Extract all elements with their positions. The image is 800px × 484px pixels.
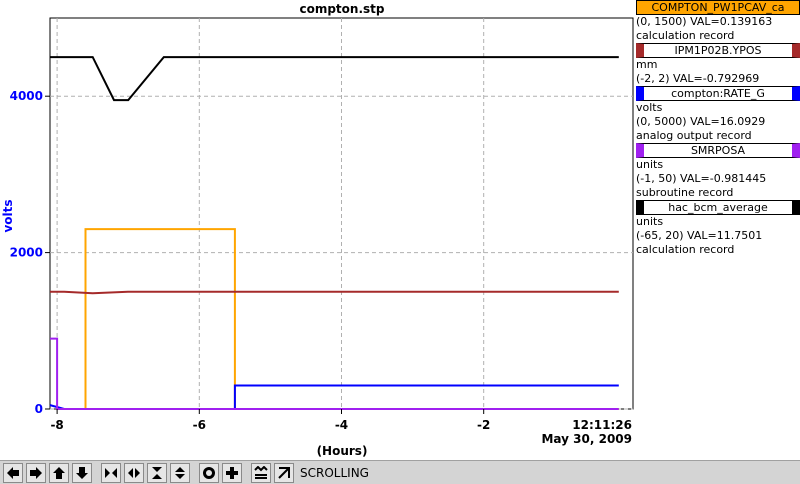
config-icon xyxy=(254,465,268,479)
axes: -8 -6 -4 -2 0 2000 4000 xyxy=(10,89,491,432)
legend-units: mm xyxy=(636,58,658,71)
arrow-right-icon xyxy=(30,466,42,479)
resize-icon xyxy=(278,466,290,479)
legend-record-type: calculation record xyxy=(636,29,735,42)
legend-range: (-2, 2) VAL=-0.792969 xyxy=(636,72,760,85)
scroll-left-button[interactable] xyxy=(3,462,23,483)
end-date: May 30, 2009 xyxy=(541,432,632,446)
resize-button[interactable] xyxy=(274,462,294,483)
scroll-up-button[interactable] xyxy=(49,462,69,483)
y-tick-label: 4000 xyxy=(10,89,43,103)
chart-title: compton.stp xyxy=(299,2,384,16)
legend-series-name[interactable]: COMPTON_PW1PCAV_ca xyxy=(636,0,800,15)
end-time: 12:11:26 xyxy=(572,418,632,432)
zoom-out-x-button[interactable] xyxy=(124,462,144,483)
legend-range: (0, 1500) VAL=0.139163 xyxy=(636,15,773,28)
series-line-ipm1p02b-ypos xyxy=(50,290,619,295)
arrow-down-icon xyxy=(76,466,88,479)
legend-range: (-65, 20) VAL=11.7501 xyxy=(636,229,763,242)
legend-range: (0, 5000) VAL=16.0929 xyxy=(636,115,766,128)
zoom-in-x-icon xyxy=(105,467,117,478)
toolbar: SCROLLING xyxy=(0,460,800,484)
legend-units: units xyxy=(636,158,664,171)
y-tick-label: 0 xyxy=(35,402,43,416)
scroll-right-button[interactable] xyxy=(26,462,46,483)
record-button[interactable] xyxy=(199,462,219,483)
plus-icon xyxy=(226,466,238,479)
zoom-out-y-button[interactable] xyxy=(170,462,190,483)
x-tick-label: -6 xyxy=(193,418,206,432)
legend-record-type: calculation record xyxy=(636,243,735,256)
legend-units: volts xyxy=(636,101,663,114)
legend-entry: hac_bcm_average units (-65, 20) VAL=11.7… xyxy=(636,200,800,257)
arrow-up-icon xyxy=(53,466,65,479)
legend-series-name[interactable]: compton:RATE_G xyxy=(636,86,800,101)
x-axis-label: (Hours) xyxy=(317,444,368,458)
series-layer xyxy=(49,56,619,410)
zoom-in-y-icon xyxy=(152,466,162,479)
legend-entry: COMPTON_PW1PCAV_ca (0, 1500) VAL=0.13916… xyxy=(636,0,800,43)
legend-series-name[interactable]: SMRPOSA xyxy=(636,143,800,158)
zoom-in-x-button[interactable] xyxy=(101,462,121,483)
x-tick-label: -4 xyxy=(335,418,348,432)
config-button[interactable] xyxy=(251,462,271,483)
legend-series-name[interactable]: hac_bcm_average xyxy=(636,200,800,215)
zoom-out-y-icon xyxy=(175,466,185,479)
legend: COMPTON_PW1PCAV_ca (0, 1500) VAL=0.13916… xyxy=(636,0,800,257)
legend-range: (-1, 50) VAL=-0.981445 xyxy=(636,172,767,185)
legend-units: units xyxy=(636,215,664,228)
record-icon xyxy=(203,466,215,479)
y-axis-label: volts xyxy=(1,199,15,232)
zoom-in-y-button[interactable] xyxy=(147,462,167,483)
x-tick-label: -8 xyxy=(50,418,63,432)
zoom-out-x-icon xyxy=(128,467,140,478)
series-line-hac-bcm-average xyxy=(50,56,619,102)
series-line-smrposa xyxy=(50,337,619,410)
scroll-down-button[interactable] xyxy=(72,462,92,483)
legend-entry: compton:RATE_G volts (0, 5000) VAL=16.09… xyxy=(636,86,800,143)
status-text: SCROLLING xyxy=(300,465,369,480)
legend-entry: SMRPOSA units (-1, 50) VAL=-0.981445 sub… xyxy=(636,143,800,200)
arrow-left-icon xyxy=(7,466,19,479)
legend-entry: IPM1P02B.YPOS mm (-2, 2) VAL=-0.792969 xyxy=(636,43,800,86)
y-tick-label: 2000 xyxy=(10,246,43,260)
legend-record-type: analog output record xyxy=(636,129,752,142)
chart-svg: -8 -6 -4 -2 0 2000 4000 compton.stp volts (Hou… xyxy=(1,2,634,458)
add-button[interactable] xyxy=(222,462,242,483)
legend-series-name[interactable]: IPM1P02B.YPOS xyxy=(636,43,800,58)
x-tick-label: -2 xyxy=(477,418,490,432)
legend-record-type: subroutine record xyxy=(636,186,734,199)
